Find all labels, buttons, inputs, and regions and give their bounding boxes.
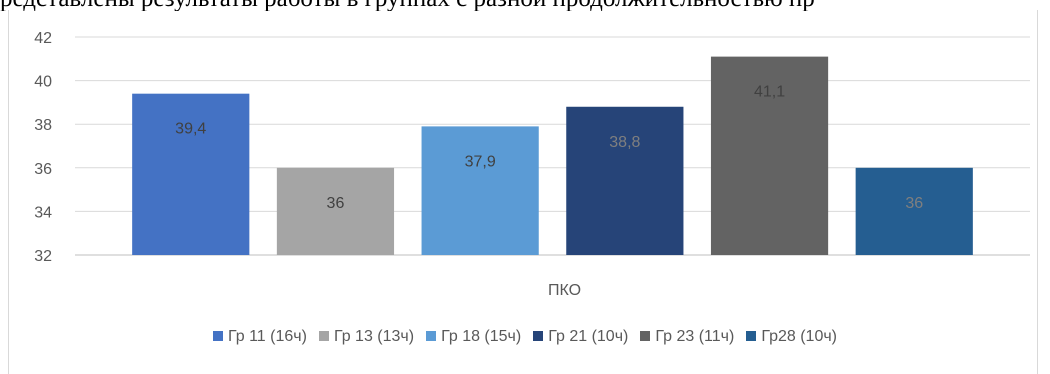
chart-frame <box>8 10 1038 374</box>
data-label-1: 39,4 <box>175 121 206 138</box>
legend-item-5: Гр 23 (11ч) <box>640 328 734 346</box>
data-labels: 39,4 36 37,9 38,8 41,1 36 <box>175 84 923 212</box>
data-label-3: 37,9 <box>465 153 496 170</box>
legend-item-2: Гр 13 (13ч) <box>318 328 415 346</box>
legend-swatch <box>533 331 544 341</box>
legend: Гр 11 (16ч) Гр 13 (13ч) Гр 18 (15ч) Гр 21 (… <box>0 328 1050 346</box>
legend-item-1: Гр 11 (16ч) <box>212 328 307 346</box>
bar-6 <box>855 167 973 255</box>
y-tick-label: 42 <box>34 30 52 47</box>
legend-label: Гр 23 (11ч) <box>655 328 735 345</box>
x-axis-categories: ПКО <box>548 282 581 299</box>
bars <box>132 56 973 256</box>
y-tick-label: 40 <box>34 74 52 91</box>
bar-1 <box>132 93 250 256</box>
legend-swatch <box>640 331 651 341</box>
legend-item-6: Гр28 (10ч) <box>746 328 837 346</box>
y-tick-label: 32 <box>34 248 52 265</box>
bar-2 <box>276 167 395 255</box>
legend-label: Гр 21 (10ч) <box>548 328 629 345</box>
data-label-6: 36 <box>905 195 923 212</box>
legend-label: Гр 18 (15ч) <box>441 328 522 345</box>
legend-swatch <box>746 331 757 341</box>
legend-label: Гр28 (10ч) <box>761 328 838 345</box>
data-label-2: 36 <box>327 195 345 212</box>
legend-swatch <box>212 331 223 341</box>
legend-item-4: Гр 21 (10ч) <box>533 328 628 346</box>
bar-4 <box>566 106 684 255</box>
data-label-4: 38,8 <box>609 134 640 151</box>
legend-swatch <box>318 331 329 341</box>
data-label-5: 41,1 <box>754 84 785 101</box>
legend-swatch <box>426 331 437 341</box>
legend-label: Гр 13 (13ч) <box>333 328 415 345</box>
legend-item-3: Гр 18 (15ч) <box>426 328 521 346</box>
cut-off-body-text: редставлены результаты работы в группах … <box>0 0 1050 11</box>
bar-chart: 32 34 36 38 40 42 39,4 36 37,9 38,8 41,1 36 ПКО <box>34 30 1030 299</box>
y-tick-label: 38 <box>34 117 52 134</box>
y-tick-label: 36 <box>34 161 52 178</box>
legend-label: Гр 11 (16ч) <box>227 328 307 345</box>
y-axis-ticks: 32 34 36 38 40 42 <box>34 30 52 265</box>
y-tick-label: 34 <box>34 204 52 221</box>
x-category-label: ПКО <box>548 282 581 299</box>
bar-3 <box>421 126 539 255</box>
bar-5 <box>710 56 829 256</box>
